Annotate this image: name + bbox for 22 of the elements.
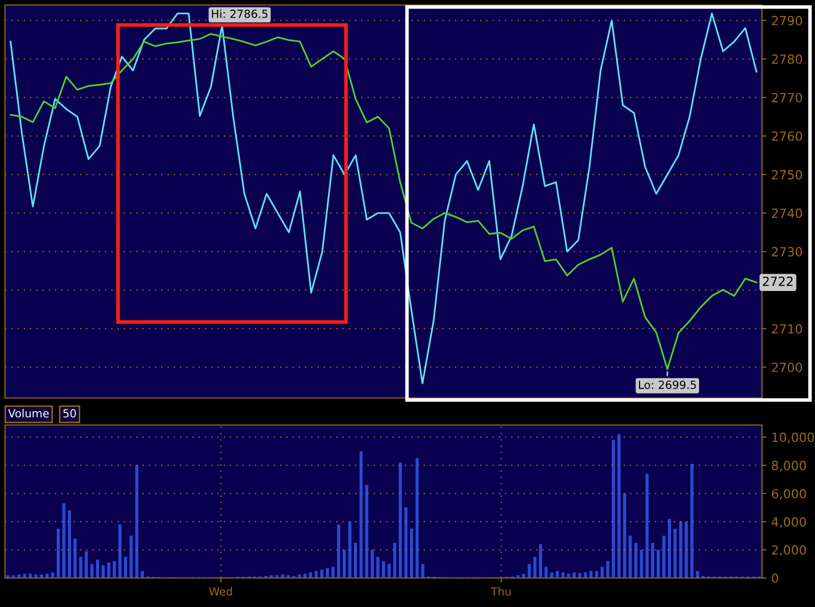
text: Volume (8, 408, 49, 418)
y-tick-label: 2790 (772, 16, 802, 26)
y-tick-label: 6,000 (772, 488, 806, 500)
y-tick-label: 8,000 (772, 460, 806, 472)
annotation: Hi: 2786.5 (212, 9, 268, 18)
x-tick-label: Wed (209, 587, 232, 596)
y-tick-label: 10,000 (772, 432, 814, 444)
y-tick-label: 2750 (772, 170, 802, 180)
y-tick-label: 2710 (772, 324, 802, 334)
y-tick-label: 2730 (772, 247, 802, 257)
annotation: Lo: 2699.5 (638, 380, 696, 389)
y-tick-label: 2700 (772, 362, 802, 372)
y-tick-label: 2740 (772, 208, 802, 218)
annotation: 2722 (762, 276, 793, 286)
y-tick-label: 0 (772, 573, 778, 583)
y-tick-label: 2770 (772, 92, 802, 102)
x-tick-label: Thu (490, 587, 511, 596)
text: 50 (63, 409, 76, 418)
y-tick-label: 4,000 (772, 517, 806, 528)
y-tick-label: 2760 (772, 131, 802, 141)
y-tick-label: 2,000 (772, 545, 806, 556)
y-tick-label: 2780 (772, 54, 802, 64)
